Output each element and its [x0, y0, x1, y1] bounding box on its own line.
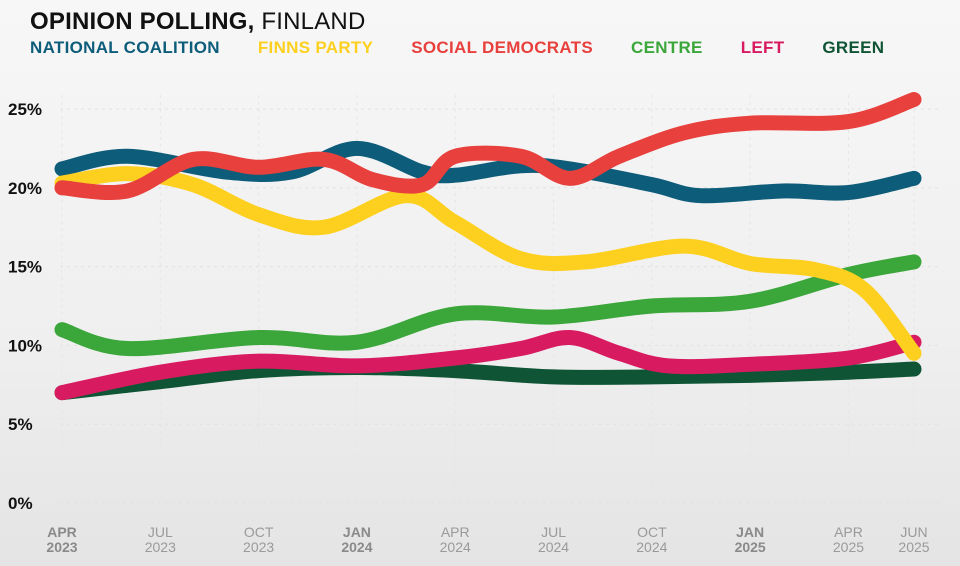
x-tick-year-1: 2023 [145, 539, 176, 555]
x-tick-year-5: 2024 [538, 539, 569, 555]
y-tick-label-0: 25% [8, 100, 42, 119]
x-tick-month-3: JAN [343, 524, 371, 540]
series-line-green [54, 359, 922, 401]
y-tick-label-1: 20% [8, 179, 42, 198]
series-line-social-democrats [54, 92, 922, 201]
chart-title: OPINION POLLING, FINLAND [30, 8, 366, 36]
x-tick-year-3: 2024 [341, 539, 372, 555]
legend-green: GREEN [822, 38, 885, 57]
x-tick-month-5: JUL [541, 524, 566, 540]
series-line-centre [54, 254, 922, 357]
series-line-left [54, 330, 922, 401]
x-tick-month-6: OCT [637, 524, 667, 540]
legend-centre: CENTRE [631, 38, 703, 57]
x-tick-year-4: 2024 [440, 539, 471, 555]
legend-national-coalition: NATIONAL COALITION [30, 38, 220, 57]
x-tick-year-6: 2024 [636, 539, 667, 555]
chart-title-rest: FINLAND [254, 8, 366, 35]
x-tick-year-9: 2025 [898, 539, 929, 555]
y-tick-label-4: 5% [8, 415, 33, 434]
x-tick-month-2: OCT [244, 524, 274, 540]
legend-finns-party: FINNS PARTY [257, 38, 374, 57]
legend-social-democrats: SOCIAL DEMOCRATS [411, 38, 593, 57]
x-tick-year-7: 2025 [735, 539, 766, 555]
legend-left: LEFT [740, 38, 785, 57]
x-tick-year-8: 2025 [833, 539, 864, 555]
y-tick-label-2: 15% [8, 258, 42, 277]
x-tick-month-7: JAN [736, 524, 764, 540]
chart-legend: NATIONAL COALITION FINNS PARTY SOCIAL DE… [30, 38, 922, 58]
x-tick-month-0: APR [47, 524, 77, 540]
y-tick-label-5: 0% [8, 494, 33, 513]
y-tick-label-3: 10% [8, 336, 42, 355]
chart-title-bold: OPINION POLLING, [30, 8, 255, 35]
x-tick-month-4: APR [441, 524, 470, 540]
x-tick-month-9: JUN [900, 524, 927, 540]
x-tick-year-2: 2023 [243, 539, 274, 555]
x-tick-month-1: JUL [148, 524, 173, 540]
x-tick-year-0: 2023 [46, 539, 77, 555]
series-line-finns-party [54, 166, 922, 361]
series-line-national-coalition [54, 140, 922, 204]
x-tick-month-8: APR [834, 524, 863, 540]
